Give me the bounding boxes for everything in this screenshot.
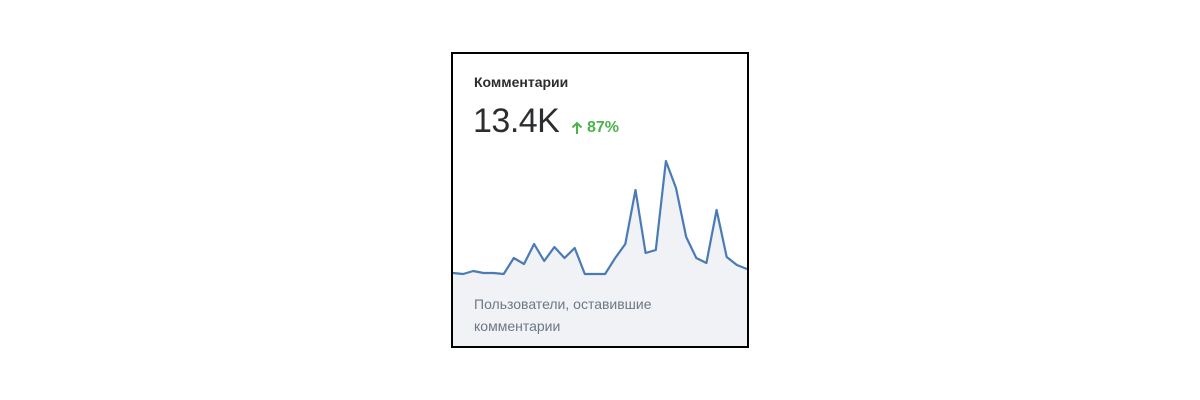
stat-change: 87% [571,119,619,137]
change-value: 87% [587,119,620,136]
card-title: Комментарии [474,74,569,90]
arrow-up-icon [571,121,583,134]
sparkline-line [453,159,747,276]
stat-card: Комментарии 13.4K 87% Пользователи, оста… [451,52,749,348]
card-description: Пользователи, оставившие комментарии [474,296,652,334]
stat-value: 13.4K [473,102,560,140]
sparkline [453,159,747,346]
sparkline-area [453,161,747,346]
